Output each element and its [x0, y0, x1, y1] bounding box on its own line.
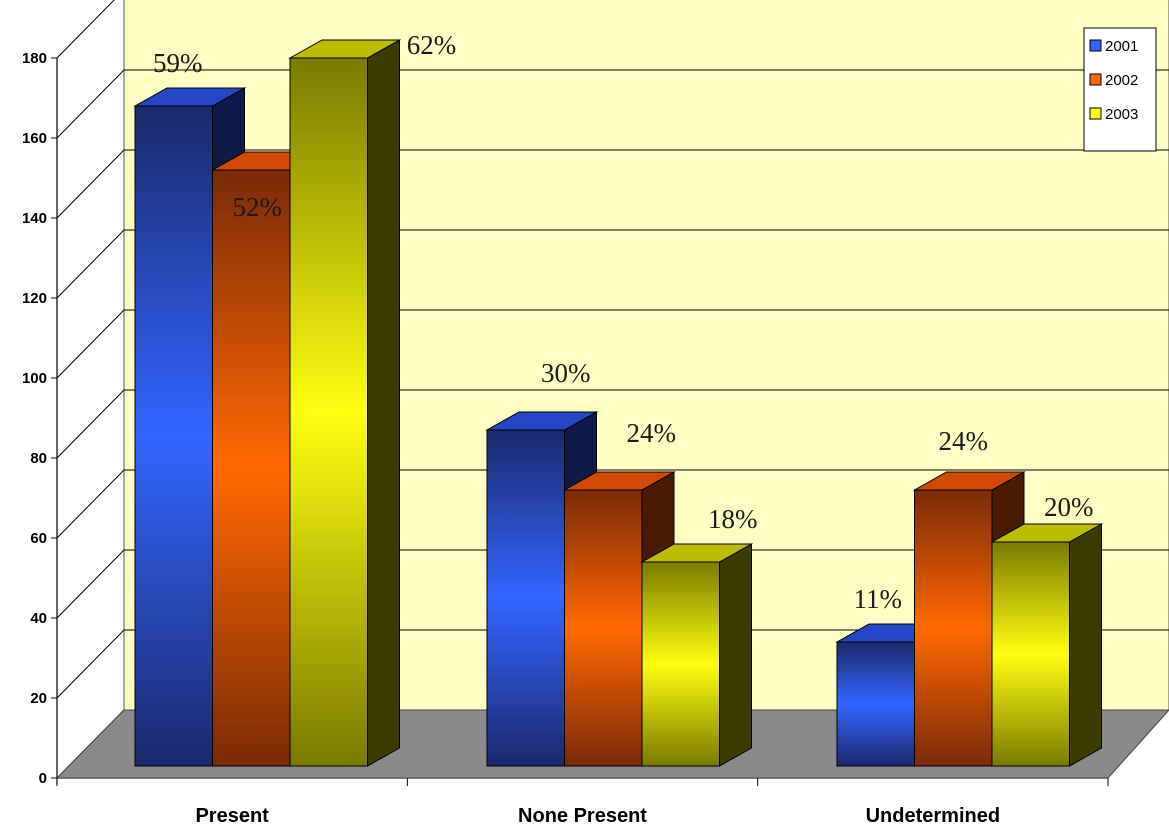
data-label: 52% [233, 192, 283, 222]
gridline [56, 629, 1169, 699]
y-axis-ticks: 0 20 40 60 80 100 120 140 160 180 [22, 50, 57, 787]
data-label: 18% [708, 504, 758, 534]
gridline [56, 0, 115, 59]
legend-label: 2003 [1105, 106, 1138, 123]
legend-swatch [1089, 39, 1102, 52]
legend: 2001 2002 2003 [1083, 27, 1157, 152]
bar-front [914, 489, 993, 767]
y-tick-label: 160 [22, 130, 47, 147]
bar-top [562, 471, 676, 491]
y-tick-label: 140 [22, 210, 47, 227]
y-tick-label: 20 [30, 690, 47, 707]
bar [640, 543, 754, 767]
data-label: 24% [627, 418, 677, 448]
data-labels: 59% 52% 62% 30% 24% 18% 11% 24% 20% [153, 30, 1094, 614]
bar-front [991, 541, 1070, 767]
bars [133, 39, 1104, 767]
legend-swatch [1089, 107, 1102, 120]
bar-top [640, 543, 754, 563]
data-label: 59% [153, 48, 203, 78]
gridline [56, 309, 1169, 379]
y-tick-label: 180 [22, 50, 47, 67]
bar-front [836, 641, 915, 767]
gridline [56, 469, 1169, 539]
bar-top [990, 523, 1104, 543]
bar-front [212, 169, 291, 767]
bar-top [288, 39, 402, 59]
x-category-label: None Present [518, 805, 647, 827]
legend-swatch [1089, 73, 1102, 86]
bar-front [486, 429, 565, 767]
bar-side [719, 543, 752, 767]
bar-front [289, 57, 368, 767]
bar-top [485, 411, 599, 431]
gridline [56, 149, 1169, 219]
data-label: 62% [407, 30, 457, 60]
x-axis-categories: Present None Present Undetermined [56, 778, 1109, 827]
gridline [56, 549, 1169, 619]
bar-top [912, 471, 1026, 491]
gridline [56, 389, 1169, 459]
data-label: 20% [1044, 492, 1094, 522]
bar-side [1069, 523, 1102, 767]
bar-front [134, 105, 213, 767]
y-tick-label: 80 [30, 450, 47, 467]
bar-front [641, 561, 720, 767]
gridline [56, 229, 1169, 299]
bar [288, 39, 402, 767]
legend-label: 2002 [1105, 72, 1138, 89]
bar [990, 523, 1104, 767]
y-tick-label: 100 [22, 370, 47, 387]
bar-front [564, 489, 643, 767]
x-category-label: Present [195, 805, 269, 827]
y-tick-label: 60 [30, 530, 47, 547]
x-category-label: Undetermined [866, 805, 1000, 827]
y-tick-label: 120 [22, 290, 47, 307]
bar-top [133, 87, 247, 107]
data-label: 30% [541, 358, 591, 388]
legend-label: 2001 [1105, 38, 1138, 55]
y-tick-label: 40 [30, 610, 47, 627]
bar-side [367, 39, 400, 767]
data-label: 24% [939, 426, 989, 456]
data-label: 11% [854, 584, 903, 614]
y-tick-label: 0 [39, 770, 47, 787]
gridline [56, 69, 1169, 139]
